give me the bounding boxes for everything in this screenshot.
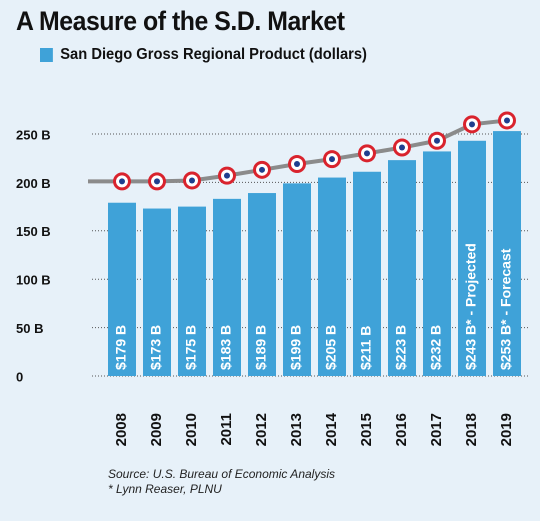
marker-center — [504, 117, 510, 124]
marker-center — [189, 177, 195, 184]
y-tick-label: 0 — [16, 369, 23, 384]
x-tick-label: 2019 — [498, 413, 515, 446]
marker-center — [294, 161, 300, 168]
legend-label: San Diego Gross Regional Product (dollar… — [60, 46, 367, 63]
chart-title: A Measure of the S.D. Market — [16, 6, 345, 36]
bar — [353, 171, 381, 376]
x-tick-label: 2018 — [463, 413, 480, 446]
marker-center — [434, 137, 440, 144]
bar — [248, 193, 276, 376]
bar — [108, 202, 136, 376]
y-tick-label: 250 B — [16, 127, 51, 142]
source-line: Source: U.S. Bureau of Economic Analysis — [108, 467, 335, 481]
bar-data-label: $189 B — [253, 325, 269, 370]
x-tick-label: 2011 — [218, 413, 235, 446]
bar-data-label: $205 B — [323, 325, 339, 370]
legend-swatch — [40, 48, 53, 62]
bar-data-label: $199 B — [288, 325, 304, 370]
marker-center — [329, 156, 335, 163]
marker-center — [224, 172, 230, 179]
x-tick-label: 2016 — [393, 413, 410, 446]
x-tick-label: 2017 — [428, 413, 445, 446]
marker-center — [469, 121, 475, 128]
x-tick-label: 2008 — [113, 413, 130, 446]
x-tick-label: 2012 — [253, 413, 270, 446]
y-tick-label: 100 B — [16, 273, 51, 288]
bar-data-label: $173 B — [148, 325, 164, 370]
source-line: * Lynn Reaser, PLNU — [108, 482, 222, 496]
bar-data-label: $175 B — [183, 325, 199, 370]
bar-data-label: $243 B* - Projected — [463, 243, 479, 370]
bar — [213, 198, 241, 376]
x-tick-label: 2015 — [358, 413, 375, 446]
bar-data-label: $253 B* - Forecast — [498, 248, 514, 370]
y-tick-label: 150 B — [16, 224, 51, 239]
legend: San Diego Gross Regional Product (dollar… — [40, 46, 367, 64]
y-tick-label: 200 B — [16, 176, 51, 191]
x-tick-label: 2013 — [288, 413, 305, 446]
bar — [388, 160, 416, 376]
bar — [143, 208, 171, 376]
bar — [423, 151, 451, 376]
bar — [318, 177, 346, 376]
bar-data-label: $223 B — [393, 325, 409, 370]
bar — [178, 206, 206, 376]
bar-data-label: $183 B — [218, 325, 234, 370]
x-tick-label: 2014 — [323, 412, 340, 446]
x-tick-label: 2010 — [183, 413, 200, 446]
bar — [458, 140, 486, 376]
marker-center — [399, 144, 405, 151]
x-tick-label: 2009 — [148, 413, 165, 446]
marker-center — [259, 166, 265, 173]
source-note: Source: U.S. Bureau of Economic Analysis… — [108, 467, 335, 497]
bar — [283, 183, 311, 376]
marker-center — [364, 150, 370, 157]
bar — [493, 131, 521, 376]
bar-data-label: $179 B — [113, 325, 129, 370]
y-tick-label: 50 B — [16, 321, 43, 336]
bar-data-label: $211 B — [358, 326, 374, 370]
marker-center — [154, 178, 160, 185]
marker-center — [119, 178, 125, 185]
bar-data-label: $232 B — [428, 325, 444, 370]
